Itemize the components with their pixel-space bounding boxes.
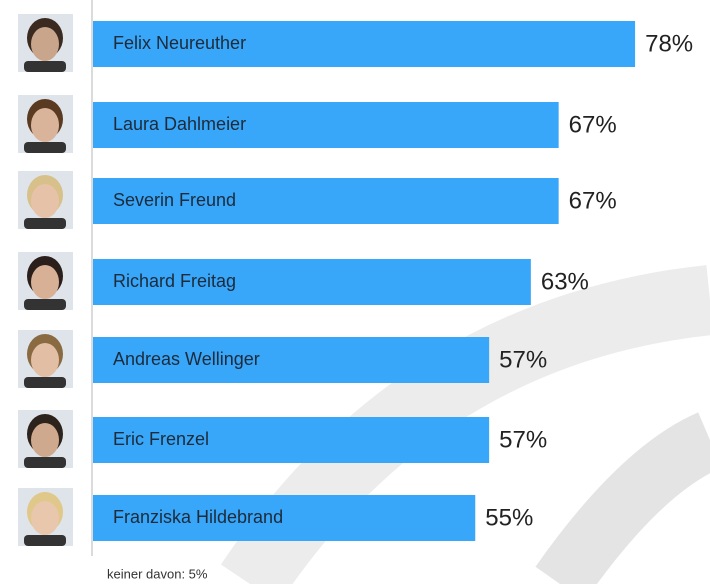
value-label: 67% — [569, 187, 617, 214]
category-label: Andreas Wellinger — [113, 349, 260, 369]
value-label: 67% — [569, 111, 617, 138]
photo — [18, 171, 73, 229]
photo-face — [31, 423, 59, 457]
page: keiner davon: 5% Felix Neureuther 78% Laur… — [0, 0, 710, 584]
photo-face — [31, 343, 59, 377]
photo-shirt — [24, 535, 66, 546]
value-label: 78% — [645, 30, 693, 57]
photo-shirt — [24, 142, 66, 153]
photo — [18, 252, 73, 310]
category-label: Eric Frenzel — [113, 429, 209, 449]
photo-face — [31, 108, 59, 142]
photo-shirt — [24, 457, 66, 468]
category-label: Severin Freund — [113, 190, 236, 210]
photo-shirt — [24, 299, 66, 310]
category-label: Franziska Hildebrand — [113, 507, 283, 527]
value-label: 57% — [499, 346, 547, 373]
chart: keiner davon: 5% Felix Neureuther 78% Laur… — [0, 0, 710, 584]
photo — [18, 488, 73, 546]
photo — [18, 330, 73, 388]
photo-shirt — [24, 218, 66, 229]
photo-face — [31, 501, 59, 535]
photo — [18, 14, 73, 72]
photo-face — [31, 27, 59, 61]
photo — [18, 95, 73, 153]
value-label: 55% — [485, 504, 533, 531]
note: keiner davon: 5% — [107, 566, 208, 581]
category-label: Laura Dahlmeier — [113, 114, 246, 134]
photo-face — [31, 265, 59, 299]
category-label: Felix Neureuther — [113, 33, 246, 53]
photo-face — [31, 184, 59, 218]
value-label: 57% — [499, 426, 547, 453]
photo-shirt — [24, 377, 66, 388]
photo — [18, 410, 73, 468]
value-label: 63% — [541, 268, 589, 295]
photo-shirt — [24, 61, 66, 72]
category-label: Richard Freitag — [113, 271, 236, 291]
